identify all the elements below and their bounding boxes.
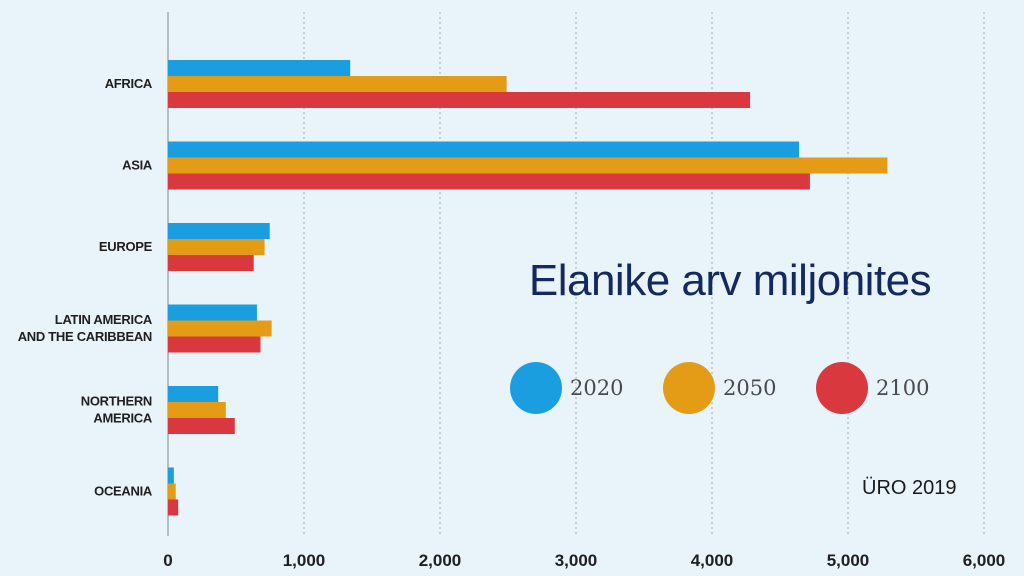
category-label-line: AMERICA: [93, 411, 152, 426]
x-tick-label: 2,000: [419, 551, 462, 570]
bar-europe-2050: [168, 239, 265, 255]
category-label-line: EUROPE: [99, 239, 153, 254]
category-label: ASIA: [122, 158, 153, 173]
bars: [168, 60, 888, 516]
category-label: LATIN AMERICA AND THE CARIBBEAN: [18, 312, 153, 344]
x-tick-label: 3,000: [555, 551, 598, 570]
legend-swatch-2050: [663, 362, 715, 414]
vertical-gridlines: [167, 12, 985, 536]
category-label-line: NORTHERN: [81, 394, 152, 409]
bar-africa-2100: [168, 92, 751, 108]
bar-europe-2100: [168, 255, 254, 271]
bar-africa-2050: [168, 76, 507, 92]
bar-latin-america-and-the-caribbean-2100: [168, 336, 261, 353]
chart-title: Elanike arv miljonites: [528, 256, 932, 305]
legend-label-2050: 2050: [723, 376, 777, 400]
bar-asia-2020: [168, 141, 800, 158]
category-label: NORTHERN AMERICA: [81, 394, 153, 426]
category-label-line: OCEANIA: [94, 484, 153, 499]
bar-oceania-2100: [168, 499, 179, 516]
category-label-line: ASIA: [122, 158, 153, 173]
bar-latin-america-and-the-caribbean-2050: [168, 320, 272, 337]
bar-asia-2100: [168, 173, 810, 190]
bar-africa-2020: [168, 60, 351, 76]
x-tick-label: 5,000: [827, 551, 870, 570]
legend-label-2100: 2100: [876, 376, 930, 400]
source-note: ÜRO 2019: [862, 477, 957, 499]
bar-oceania-2020: [168, 467, 174, 484]
bar-asia-2050: [168, 157, 888, 174]
legend-label-2020: 2020: [570, 376, 624, 400]
x-tick-label: 6,000: [963, 551, 1006, 570]
x-tick-label: 0: [163, 551, 172, 570]
bar-europe-2020: [168, 223, 270, 239]
category-labels: AFRICA ASIA EUROPE LATIN AMERICA AND THE CAR…: [18, 76, 154, 499]
category-label: AFRICA: [105, 76, 153, 91]
category-label: EUROPE: [99, 239, 153, 254]
bar-latin-america-and-the-caribbean-2020: [168, 304, 257, 321]
x-tick-label: 1,000: [283, 551, 326, 570]
category-label-line: AND THE CARIBBEAN: [18, 329, 152, 344]
bar-northern-america-2100: [168, 418, 235, 434]
x-tick-label: 4,000: [691, 551, 734, 570]
category-label: OCEANIA: [94, 484, 153, 499]
bar-northern-america-2050: [168, 402, 226, 418]
legend-swatch-2020: [510, 362, 562, 414]
legend-swatch-2100: [816, 362, 868, 414]
bar-oceania-2050: [168, 483, 176, 500]
category-label-line: AFRICA: [105, 76, 153, 91]
category-label-line: LATIN AMERICA: [55, 312, 153, 327]
bar-northern-america-2020: [168, 386, 219, 402]
x-axis-tick-labels: 0 1,000 2,000 3,000 4,000 5,000 6,000: [163, 551, 1005, 570]
